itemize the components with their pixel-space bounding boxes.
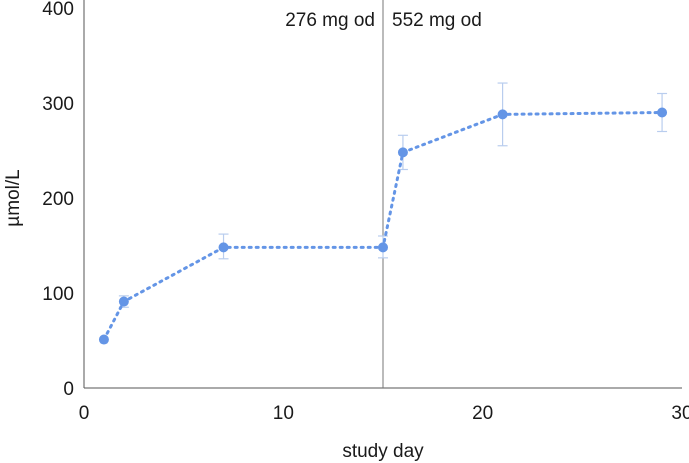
data-point (497, 109, 508, 120)
y-tick-label: 300 (42, 94, 74, 115)
data-point (378, 242, 388, 253)
x-tick-label: 20 (472, 403, 493, 424)
x-tick-label: 30 (671, 403, 689, 424)
y-tick-label: 200 (42, 189, 74, 210)
x-tick-label: 10 (273, 403, 294, 424)
x-tick-label: 0 (79, 403, 90, 424)
data-point (98, 334, 109, 345)
y-tick-label: 0 (63, 379, 74, 400)
y-axis-title: µmol/L (3, 169, 24, 226)
data-points (98, 107, 668, 345)
x-axis-title: study day (342, 441, 424, 462)
x-tick-labels: 0 10 20 30 (79, 403, 689, 424)
data-point (118, 296, 129, 307)
error-bars (118, 82, 668, 308)
annotation-right: 552 mg od (392, 10, 482, 31)
data-point (218, 242, 229, 253)
y-tick-label: 400 (42, 0, 74, 20)
data-point (397, 147, 408, 158)
y-tick-label: 100 (42, 284, 74, 305)
annotation-left: 276 mg od (285, 10, 375, 31)
y-tick-labels: 0 100 200 300 400 (42, 0, 74, 400)
data-point (657, 107, 668, 118)
